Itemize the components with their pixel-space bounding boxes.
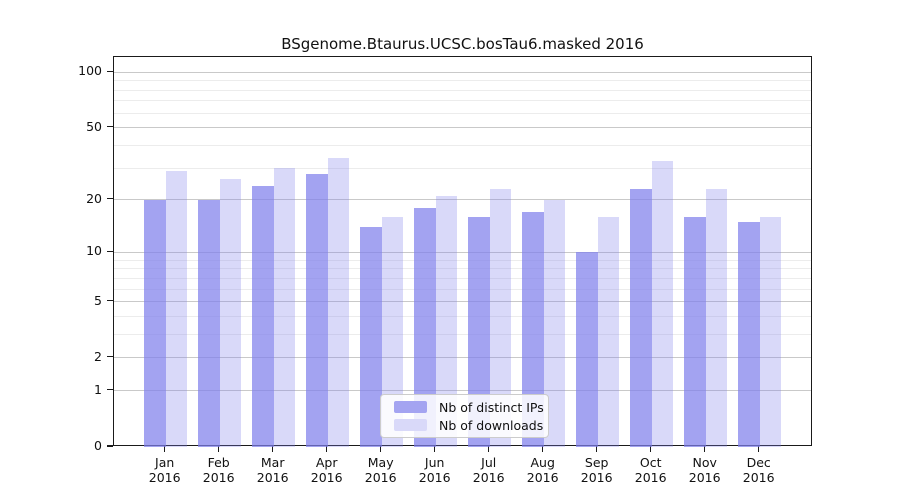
bar-downloads-dec [759, 217, 782, 447]
major-gridline [114, 390, 811, 392]
bar-downloads-may [381, 217, 404, 447]
x-axis-tick [758, 446, 760, 452]
bar-downloads-jan [165, 170, 188, 447]
y-tick-label: 5 [94, 292, 102, 308]
bar-distinct-ips-jan [144, 199, 166, 447]
x-axis-tick [542, 446, 544, 452]
y-axis-tick [107, 299, 113, 302]
minor-gridline [114, 288, 811, 290]
plot-area: Nb of distinct IPs Nb of downloads [113, 56, 812, 447]
x-tick-label: May 2016 [364, 455, 397, 485]
bar-distinct-ips-dec [738, 221, 760, 447]
x-tick-label: Mar 2016 [256, 455, 289, 485]
x-axis-tick [488, 446, 490, 452]
legend-row: Nb of distinct IPs [381, 400, 548, 415]
y-tick-label: 1 [94, 381, 102, 397]
bar-downloads-oct [651, 160, 674, 447]
bar-distinct-ips-jul [468, 217, 490, 447]
bar-downloads-mar [273, 168, 296, 447]
major-gridline [114, 127, 811, 129]
y-axis-tick [107, 250, 113, 252]
y-tick-label: 50 [86, 118, 102, 134]
minor-gridline [114, 333, 811, 335]
y-tick-label: 2 [94, 348, 102, 364]
x-axis-tick [380, 446, 382, 452]
bar-downloads-apr [327, 158, 350, 447]
minor-gridline [114, 277, 811, 279]
minor-gridline [114, 268, 811, 270]
minor-gridline [114, 100, 811, 102]
bar-distinct-ips-apr [306, 173, 328, 447]
y-axis-tick [107, 70, 113, 72]
y-axis-tick [107, 356, 113, 358]
bar-downloads-aug [543, 199, 566, 447]
x-axis-tick [164, 446, 166, 452]
chart-title: BSgenome.Btaurus.UCSC.bosTau6.masked 201… [281, 35, 644, 53]
x-axis-tick [650, 446, 652, 452]
y-axis-tick [107, 198, 113, 200]
minor-gridline [114, 259, 811, 261]
x-tick-label: Aug 2016 [526, 455, 559, 485]
x-axis-tick [218, 446, 220, 452]
minor-gridline [114, 315, 811, 317]
y-axis-tick [107, 445, 113, 447]
bar-distinct-ips-jun [414, 208, 436, 447]
x-tick-label: Oct 2016 [634, 455, 667, 485]
minor-gridline [114, 80, 811, 82]
y-tick-label: 10 [86, 243, 102, 259]
chart-legend: Nb of distinct IPs Nb of downloads [380, 394, 549, 438]
x-tick-label: Nov 2016 [688, 455, 721, 485]
minor-gridline [114, 89, 811, 91]
major-gridline [114, 199, 811, 201]
y-axis-tick [107, 389, 113, 391]
y-tick-label: 100 [78, 63, 102, 79]
x-axis-tick [272, 446, 274, 452]
x-axis-tick [326, 446, 328, 452]
x-axis-tick [704, 446, 706, 452]
minor-gridline [114, 167, 811, 169]
x-tick-label: Jan 2016 [148, 455, 181, 485]
bar-distinct-ips-mar [252, 185, 274, 447]
x-tick-label: Feb 2016 [202, 455, 235, 485]
major-gridline [114, 301, 811, 303]
y-axis-tick [107, 126, 113, 128]
bar-distinct-ips-sep [576, 252, 598, 447]
y-tick-label: 20 [86, 190, 102, 206]
x-tick-label: Jul 2016 [472, 455, 505, 485]
bar-distinct-ips-may [360, 227, 382, 447]
minor-gridline [114, 145, 811, 147]
bar-distinct-ips-nov [684, 217, 706, 447]
x-axis-tick [434, 446, 436, 452]
distinct-ips-swatch [394, 401, 427, 413]
x-tick-label: Dec 2016 [742, 455, 775, 485]
downloads-swatch [394, 419, 427, 431]
minor-gridline [114, 112, 811, 114]
bar-downloads-sep [597, 217, 620, 447]
x-tick-label: Sep 2016 [580, 455, 613, 485]
bar-distinct-ips-aug [522, 212, 544, 447]
bar-distinct-ips-feb [198, 199, 220, 447]
major-gridline [114, 71, 811, 73]
legend-row: Nb of downloads [381, 418, 548, 433]
legend-label: Nb of distinct IPs [439, 399, 544, 415]
major-gridline [114, 357, 811, 359]
bar-downloads-nov [705, 189, 728, 447]
bar-distinct-ips-oct [630, 189, 652, 447]
legend-label: Nb of downloads [439, 417, 544, 433]
x-axis-tick [596, 446, 598, 452]
bar-downloads-jul [489, 189, 512, 447]
x-tick-label: Jun 2016 [418, 455, 451, 485]
y-tick-label: 0 [94, 438, 102, 453]
bar-downloads-jun [435, 196, 458, 447]
x-tick-label: Apr 2016 [310, 455, 343, 485]
major-gridline [114, 251, 811, 253]
bar-downloads-feb [219, 179, 242, 447]
